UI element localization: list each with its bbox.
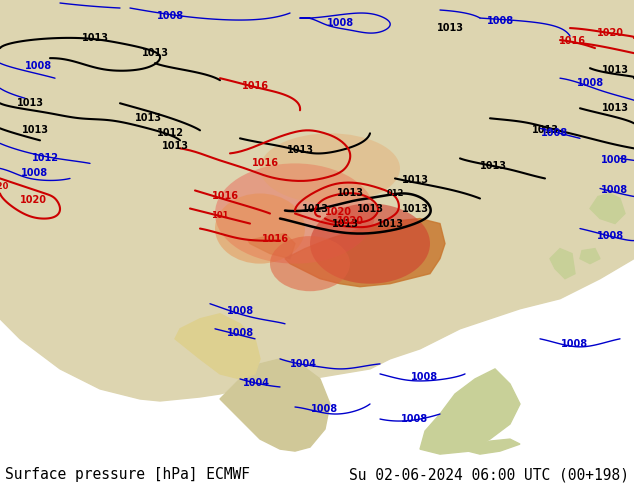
Text: 1012: 1012 bbox=[157, 128, 183, 138]
Text: 1013: 1013 bbox=[16, 98, 44, 108]
Text: 1008: 1008 bbox=[311, 404, 339, 414]
Text: 1008: 1008 bbox=[562, 339, 588, 349]
Text: 1008: 1008 bbox=[600, 155, 628, 166]
Text: 1013: 1013 bbox=[332, 219, 358, 228]
Polygon shape bbox=[285, 219, 445, 287]
Ellipse shape bbox=[215, 163, 375, 264]
Text: 1020: 1020 bbox=[337, 216, 363, 225]
Text: 1013: 1013 bbox=[602, 65, 628, 75]
Text: 020: 020 bbox=[0, 182, 9, 191]
Text: 1013: 1013 bbox=[162, 141, 188, 151]
Polygon shape bbox=[460, 439, 520, 454]
Polygon shape bbox=[580, 248, 600, 264]
Text: 1008: 1008 bbox=[226, 328, 254, 338]
Text: Surface pressure [hPa] ECMWF: Surface pressure [hPa] ECMWF bbox=[5, 467, 250, 482]
Text: 1012: 1012 bbox=[32, 153, 58, 163]
Text: 1020: 1020 bbox=[20, 196, 46, 205]
Polygon shape bbox=[248, 234, 295, 259]
Text: 1013: 1013 bbox=[602, 103, 628, 113]
Text: 1008: 1008 bbox=[401, 414, 429, 424]
Text: 1008: 1008 bbox=[226, 306, 254, 316]
Polygon shape bbox=[220, 359, 330, 451]
Text: 1013: 1013 bbox=[22, 125, 48, 135]
Text: 1008: 1008 bbox=[541, 128, 569, 138]
Text: 1020: 1020 bbox=[597, 28, 623, 38]
Text: 101: 101 bbox=[211, 211, 229, 220]
Ellipse shape bbox=[260, 133, 400, 203]
Text: 1020: 1020 bbox=[325, 206, 351, 217]
Polygon shape bbox=[550, 248, 575, 279]
Text: 012: 012 bbox=[386, 189, 404, 198]
Text: 1008: 1008 bbox=[602, 186, 628, 196]
Text: 1008: 1008 bbox=[22, 169, 49, 178]
Text: 1013: 1013 bbox=[436, 23, 463, 33]
Text: 1016: 1016 bbox=[261, 234, 288, 244]
Text: Su 02-06-2024 06:00 UTC (00+198): Su 02-06-2024 06:00 UTC (00+198) bbox=[349, 467, 629, 482]
Text: 1013: 1013 bbox=[302, 203, 328, 214]
Polygon shape bbox=[420, 369, 520, 454]
Text: 1013: 1013 bbox=[401, 175, 429, 185]
Text: 1013: 1013 bbox=[377, 219, 403, 228]
Text: 1016: 1016 bbox=[252, 158, 278, 169]
Text: 1004: 1004 bbox=[242, 378, 269, 388]
Text: 1013: 1013 bbox=[401, 203, 429, 214]
Ellipse shape bbox=[270, 236, 350, 291]
Text: 1013: 1013 bbox=[134, 113, 162, 123]
Text: 1008: 1008 bbox=[157, 11, 184, 21]
Polygon shape bbox=[0, 0, 634, 401]
Text: 1013: 1013 bbox=[337, 189, 363, 198]
Ellipse shape bbox=[215, 194, 305, 264]
Text: 1016: 1016 bbox=[212, 192, 238, 201]
Text: 1008: 1008 bbox=[327, 18, 354, 28]
Text: 1008: 1008 bbox=[576, 78, 604, 88]
Text: 1013: 1013 bbox=[356, 203, 384, 214]
Text: 1016: 1016 bbox=[242, 81, 269, 91]
Text: 1008: 1008 bbox=[597, 231, 624, 241]
Polygon shape bbox=[590, 194, 625, 223]
Text: 1013: 1013 bbox=[141, 48, 169, 58]
Text: 1013: 1013 bbox=[287, 146, 313, 155]
Polygon shape bbox=[175, 314, 260, 379]
Text: 1008: 1008 bbox=[486, 16, 514, 26]
Text: 1008: 1008 bbox=[411, 372, 439, 382]
Text: 1016: 1016 bbox=[559, 36, 586, 46]
Text: 1008: 1008 bbox=[25, 61, 51, 71]
Text: 1013: 1013 bbox=[531, 125, 559, 135]
Text: 1004: 1004 bbox=[290, 359, 316, 369]
Text: 1013: 1013 bbox=[479, 161, 507, 172]
Ellipse shape bbox=[310, 203, 430, 284]
Text: 1013: 1013 bbox=[82, 33, 108, 43]
